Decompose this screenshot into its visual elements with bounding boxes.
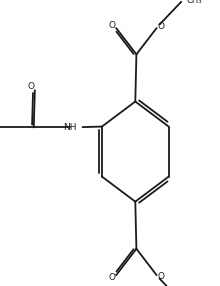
Text: CH₃: CH₃ bbox=[187, 0, 202, 5]
Text: O: O bbox=[157, 272, 164, 281]
Text: O: O bbox=[28, 82, 35, 91]
Text: O: O bbox=[109, 21, 116, 30]
Text: O: O bbox=[109, 273, 116, 283]
Text: O: O bbox=[157, 22, 164, 31]
Text: NH: NH bbox=[63, 123, 77, 132]
